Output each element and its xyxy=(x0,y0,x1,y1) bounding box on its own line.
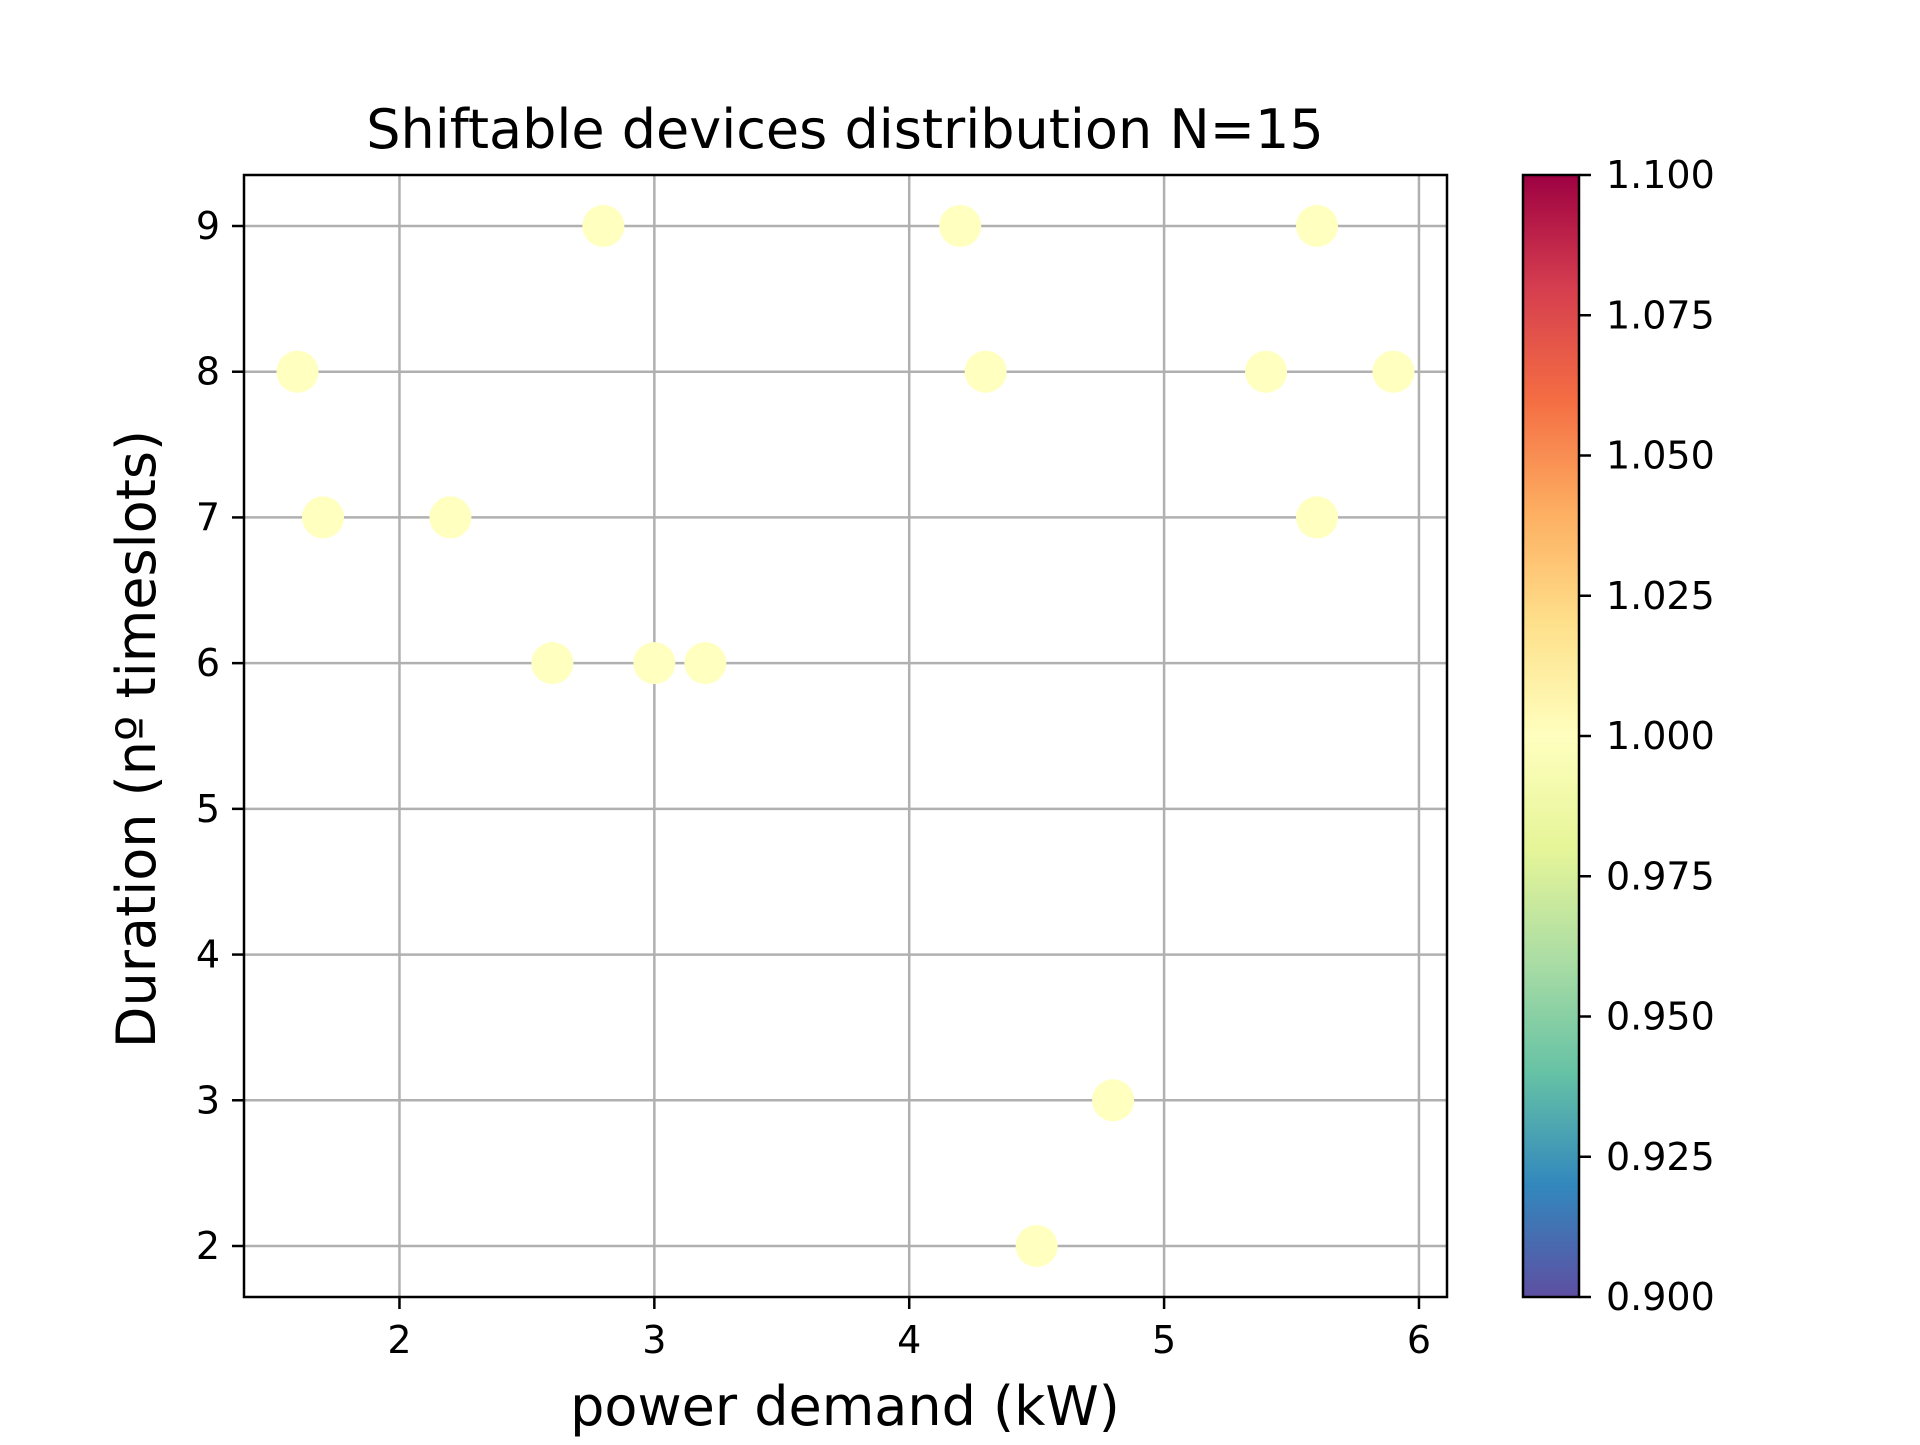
scatter-point xyxy=(1296,205,1339,247)
colorbar-tick-label: 0.950 xyxy=(1606,995,1715,1039)
scatter-point xyxy=(964,350,1007,393)
colorbar-tick-label: 0.925 xyxy=(1606,1135,1715,1179)
y-tick-label: 4 xyxy=(196,933,220,977)
y-tick-label: 9 xyxy=(196,204,220,248)
x-axis-title: power demand (kW) xyxy=(570,1375,1120,1438)
scatter-point xyxy=(1092,1079,1135,1122)
x-tick-label: 5 xyxy=(1152,1318,1176,1362)
x-tick-label: 3 xyxy=(642,1318,666,1362)
colorbar-ticks: 0.900 0.925 0.950 0.975 1.000 1.025 1.050 1.075… xyxy=(1579,153,1715,1319)
scatter-point xyxy=(633,642,676,685)
colorbar-tick-label: 0.900 xyxy=(1606,1275,1715,1319)
y-axis-title: Duration (nº timeslots) xyxy=(105,430,168,1048)
colorbar-tick-label: 1.075 xyxy=(1606,293,1715,337)
x-tick-label: 2 xyxy=(387,1318,411,1362)
scatter-point xyxy=(1245,350,1288,393)
grid-lines xyxy=(244,175,1447,1297)
plot-area-frame xyxy=(242,173,1449,1299)
scatter-point xyxy=(276,350,319,393)
y-tick-label: 8 xyxy=(196,350,220,394)
x-tick-label: 4 xyxy=(897,1318,921,1362)
x-tick-label: 6 xyxy=(1407,1318,1431,1362)
chart-title: Shiftable devices distribution N=15 xyxy=(366,98,1323,161)
scatter-point xyxy=(1296,496,1339,539)
colorbar-tick-label: 1.025 xyxy=(1606,574,1715,618)
y-tick-label: 6 xyxy=(196,641,220,685)
colorbar-tick-label: 1.050 xyxy=(1606,434,1715,478)
x-axis-ticks: 2 3 4 5 6 xyxy=(387,1297,1431,1362)
scatter-point xyxy=(684,642,727,685)
scatter-point xyxy=(939,205,982,247)
y-axis-ticks: 2 3 4 5 6 7 8 9 xyxy=(196,204,244,1268)
scatter-point xyxy=(582,205,625,247)
y-tick-label: 2 xyxy=(196,1224,220,1268)
scatter-point xyxy=(1372,350,1415,393)
colorbar-tick-label: 1.000 xyxy=(1606,714,1715,758)
scatter-point xyxy=(1015,1225,1058,1267)
colorbar xyxy=(1521,173,1581,1299)
y-tick-label: 3 xyxy=(196,1078,220,1122)
colorbar-tick-label: 0.975 xyxy=(1606,854,1715,898)
scatter-point xyxy=(429,496,472,539)
scatter-point xyxy=(531,642,574,685)
scatter-point xyxy=(302,496,345,539)
colorbar-tick-label: 1.100 xyxy=(1606,153,1715,197)
y-tick-label: 7 xyxy=(196,495,220,539)
scatter-points xyxy=(276,205,1415,1267)
y-tick-label: 5 xyxy=(196,787,220,831)
